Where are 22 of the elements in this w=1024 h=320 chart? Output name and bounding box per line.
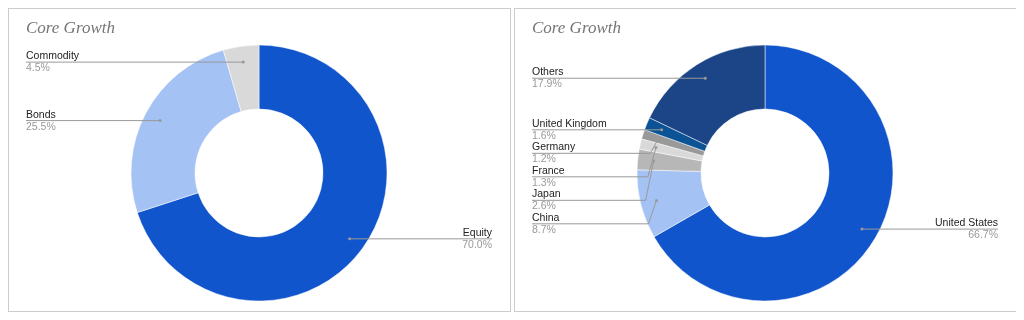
- data-label: 70.0%: [462, 237, 492, 250]
- data-label: 17.9%: [532, 77, 562, 90]
- data-label: 1.3%: [532, 175, 556, 188]
- data-label: 66.7%: [968, 228, 998, 241]
- slice-label: Commodity: [26, 49, 80, 62]
- slice-label: Germany: [532, 140, 576, 153]
- slice-label: Equity: [462, 225, 493, 238]
- slice-label: Bonds: [26, 107, 56, 120]
- data-label: 8.7%: [532, 222, 556, 235]
- slice-label: Japan: [532, 187, 561, 200]
- data-label: 25.5%: [26, 119, 56, 132]
- data-label: 4.5%: [26, 61, 50, 74]
- data-label: 1.6%: [532, 128, 556, 141]
- data-label: 2.6%: [532, 199, 556, 212]
- slice-label: China: [532, 210, 560, 223]
- chart-title: Core Growth: [532, 18, 621, 37]
- slice-label: France: [532, 163, 565, 176]
- slice-label: United States: [934, 216, 998, 229]
- slice-label: Others: [532, 65, 564, 78]
- chart-title: Core Growth: [26, 18, 115, 37]
- slice-label: United Kingdom: [532, 116, 607, 129]
- data-label: 1.2%: [532, 152, 556, 165]
